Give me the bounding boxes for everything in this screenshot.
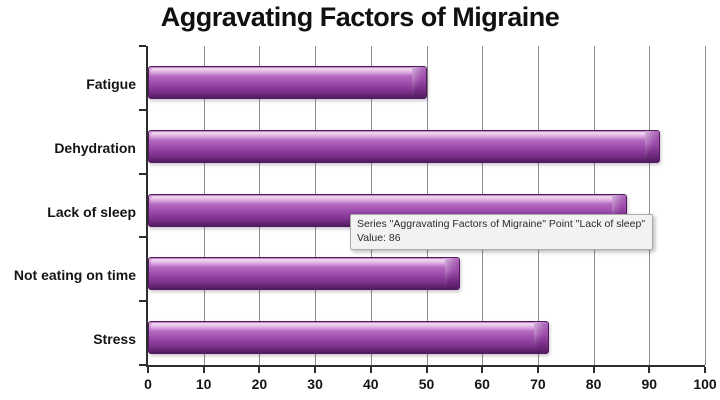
x-tick-70 xyxy=(536,367,539,373)
tooltip: Series "Aggravating Factors of Migraine"… xyxy=(350,214,654,251)
y-tick-1 xyxy=(139,108,146,111)
x-axis-line xyxy=(146,365,705,367)
x-axis-label-60: 60 xyxy=(474,376,490,392)
y-axis-label-not-eating-on-time: Not eating on time xyxy=(13,267,136,284)
x-tick-50 xyxy=(425,367,428,373)
x-tick-30 xyxy=(314,367,317,373)
y-axis-label-dehydration: Dehydration xyxy=(54,139,136,156)
x-axis-label-10: 10 xyxy=(195,376,212,392)
x-tick-40 xyxy=(369,367,372,373)
gridline-100 xyxy=(705,46,706,365)
bar-dehydration[interactable] xyxy=(148,129,661,163)
x-axis-label-40: 40 xyxy=(363,376,379,392)
x-tick-60 xyxy=(481,367,484,373)
y-tick-5 xyxy=(139,364,146,366)
gridline-90 xyxy=(649,46,651,365)
bar-fatigue[interactable] xyxy=(148,66,427,99)
x-tick-90 xyxy=(648,367,651,373)
x-tick-100 xyxy=(704,367,706,373)
x-axis-label-90: 90 xyxy=(641,376,658,392)
y-axis-label-stress: Stress xyxy=(93,331,136,348)
y-tick-3 xyxy=(139,236,146,239)
y-axis-label-fatigue: Fatigue xyxy=(86,75,136,92)
y-axis-line xyxy=(146,46,148,367)
bar-not-eating-on-time[interactable] xyxy=(148,257,460,291)
x-axis-label-20: 20 xyxy=(251,376,268,392)
x-axis-label-70: 70 xyxy=(530,376,546,392)
bar-stress[interactable] xyxy=(148,321,550,355)
x-tick-20 xyxy=(258,367,261,373)
y-tick-0 xyxy=(139,45,146,47)
tooltip-value-line: Value: 86 xyxy=(357,231,401,244)
y-tick-4 xyxy=(139,300,146,303)
tooltip-series-point-line: Series "Aggravating Factors of Migraine"… xyxy=(357,218,646,230)
x-axis-label-0: 0 xyxy=(144,376,152,392)
x-axis-label-80: 80 xyxy=(585,376,602,392)
x-axis-label-100: 100 xyxy=(693,376,717,392)
x-axis-label-30: 30 xyxy=(307,376,323,392)
chart-title: Aggravating Factors of Migraine xyxy=(160,2,560,32)
x-tick-10 xyxy=(202,367,205,373)
y-axis-label-lack-of-sleep: Lack of sleep xyxy=(47,203,136,220)
x-tick-80 xyxy=(592,367,595,373)
y-tick-2 xyxy=(139,172,146,175)
x-tick-0 xyxy=(147,367,149,373)
x-axis-label-50: 50 xyxy=(418,376,435,392)
